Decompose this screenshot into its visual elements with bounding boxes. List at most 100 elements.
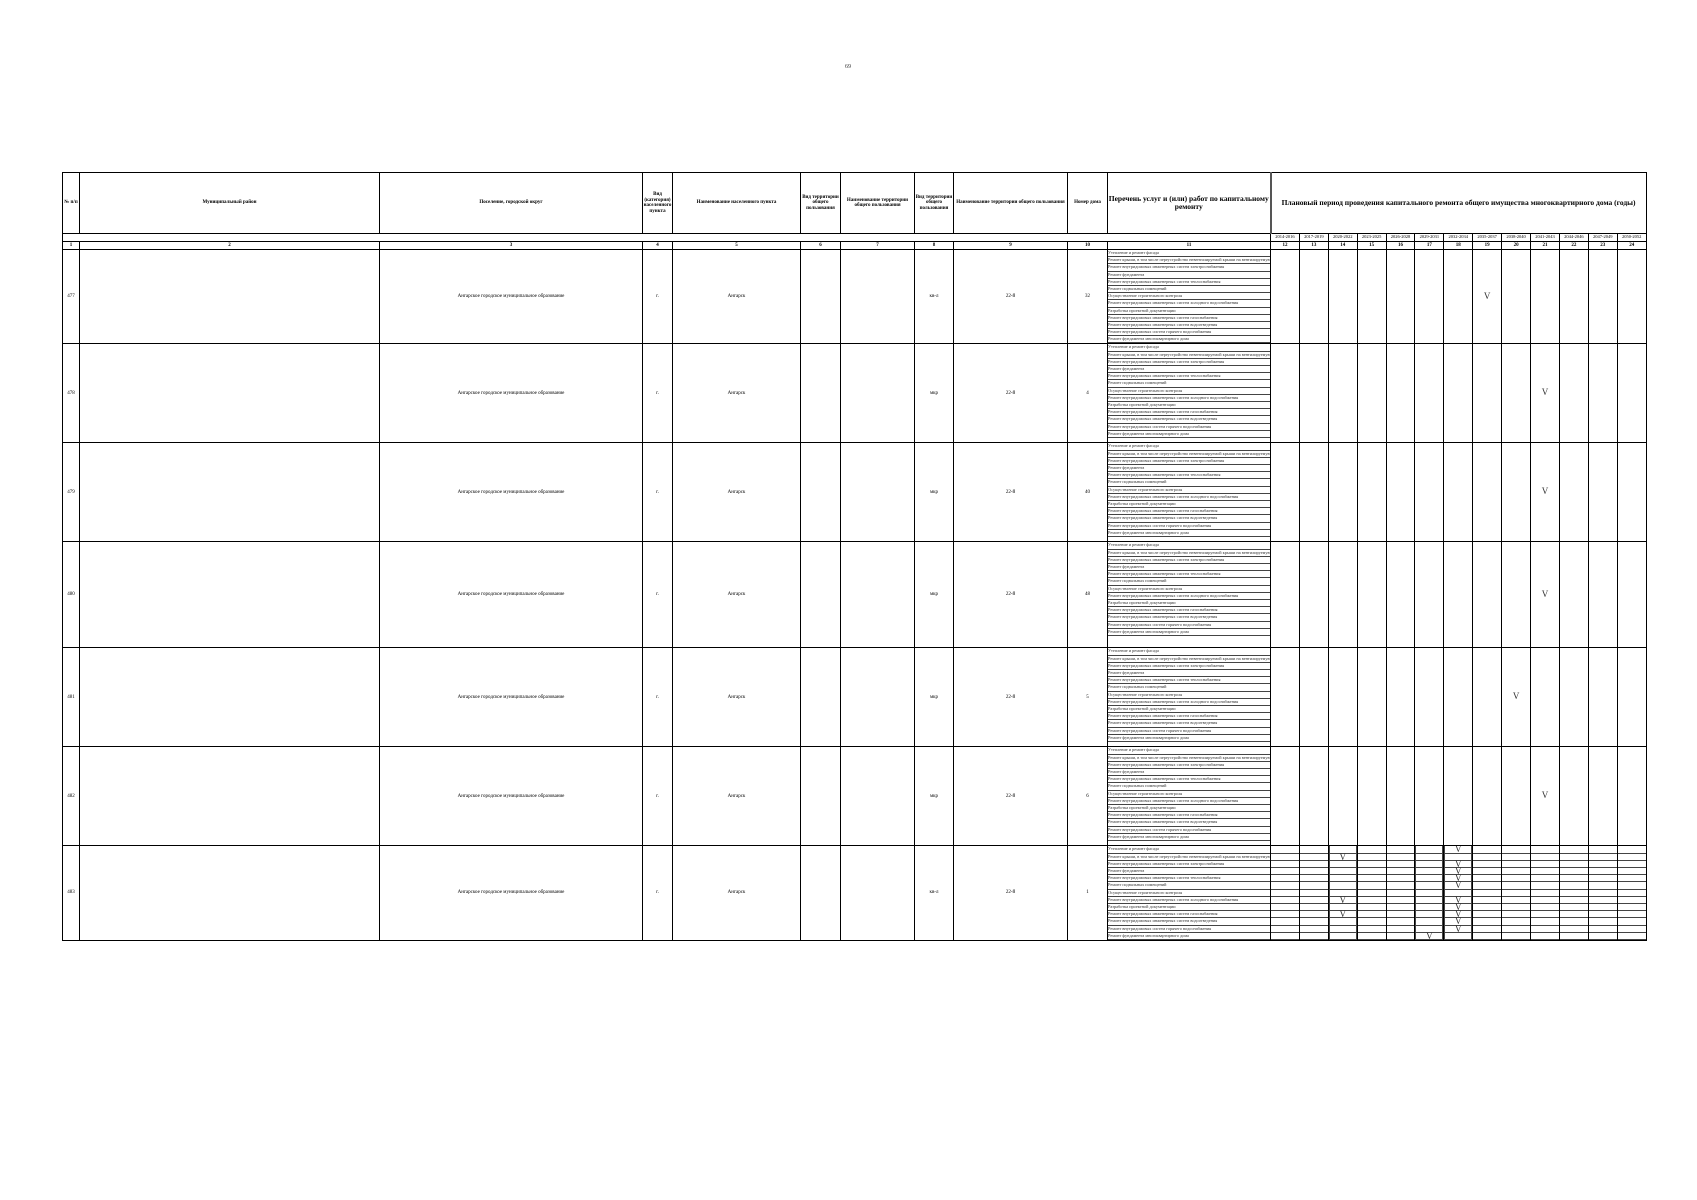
period-cell <box>1270 541 1300 649</box>
cell-house: 1 <box>1067 845 1108 941</box>
period-subcell <box>1387 890 1414 897</box>
work-item: Ремонт внутридомовых систем горячего вод… <box>1108 329 1270 337</box>
period-subcell <box>1502 882 1530 890</box>
period-subcell <box>1358 875 1386 883</box>
work-item: Ремонт фундамента многоквартирного дома <box>1108 336 1270 343</box>
work-item: Утепление и ремонт фасада <box>1108 649 1270 656</box>
column-number: 16 <box>1385 241 1416 250</box>
period-subcell <box>1300 875 1328 883</box>
period-subcell <box>1358 868 1386 876</box>
check-mark: V <box>1541 387 1549 398</box>
column-number: 24 <box>1616 241 1647 250</box>
period-subcell <box>1618 854 1646 861</box>
period-subcell <box>1415 925 1443 933</box>
check-mark: V <box>1455 858 1462 869</box>
header-locality-name: Наименование населенного пункта <box>672 172 801 234</box>
period-subcell <box>1618 897 1646 904</box>
year-range-header: 2050-2052 <box>1616 233 1647 242</box>
check-mark: V <box>1426 930 1433 941</box>
period-subcell <box>1271 875 1299 883</box>
year-range-header: 2029-2031 <box>1414 233 1445 242</box>
period-subcell <box>1618 918 1646 926</box>
check-mark: V <box>1512 691 1520 702</box>
work-item: Ремонт фундамента многоквартирного дома <box>1108 629 1270 636</box>
header-period: Плановый период проведения капитального … <box>1269 172 1647 234</box>
period-subcell <box>1531 868 1559 876</box>
work-item: Ремонт внутридомовых инженерных систем х… <box>1108 897 1270 904</box>
work-item: Ремонт внутридомовых инженерных систем х… <box>1108 798 1270 805</box>
period-cell <box>1558 746 1589 847</box>
period-subcell <box>1300 911 1328 919</box>
period-cell <box>1356 343 1387 444</box>
period-subcell <box>1271 868 1299 876</box>
column-number: 8 <box>914 241 954 250</box>
column-number: 18 <box>1443 241 1474 250</box>
cell-settlement: Ангарское городское муниципальное образо… <box>379 647 643 748</box>
header-territory-type-1: Вид территории общего пользования <box>800 172 841 234</box>
work-item: Ремонт внутридомовых инженерных систем х… <box>1108 699 1270 706</box>
cell-territory-type-1 <box>800 442 841 543</box>
period-subcell <box>1531 861 1559 868</box>
period-cell <box>1327 541 1358 649</box>
work-item: Утепление и ремонт фасада <box>1108 251 1270 258</box>
period-subcell <box>1415 911 1443 919</box>
period-subcell <box>1271 861 1299 868</box>
cell-territory-name-2: 22-й <box>953 442 1068 543</box>
period-subcell <box>1502 904 1530 912</box>
period-subcell <box>1589 918 1617 926</box>
cell-locality-name: Ангарск <box>672 442 801 543</box>
period-cell <box>1414 442 1445 543</box>
cell-district <box>79 647 380 748</box>
period-cell <box>1414 541 1445 649</box>
year-range-header: 2020-2022 <box>1327 233 1358 242</box>
work-item: Ремонт внутридомовых инженерных систем х… <box>1108 494 1270 501</box>
check-mark: V <box>1541 588 1549 599</box>
column-number: 20 <box>1501 241 1532 250</box>
period-subcell <box>1300 854 1328 861</box>
period-subcell <box>1387 918 1414 926</box>
check-mark: V <box>1455 880 1462 891</box>
work-item: Ремонт подвальных помещений <box>1108 380 1270 388</box>
period-cell: V <box>1530 541 1560 649</box>
period-subcell <box>1387 911 1414 919</box>
cell-territory-type-1 <box>800 248 841 345</box>
cell-territory-name-2: 22-й <box>953 746 1068 847</box>
cell-territory-type-2: мкр <box>914 442 954 543</box>
work-item: Разработка проектной документации <box>1108 308 1270 315</box>
period-subcell <box>1358 897 1386 904</box>
work-item: Ремонт внутридомовых инженерных систем э… <box>1108 861 1270 868</box>
period-subcell <box>1589 926 1617 933</box>
work-item: Разработка проектной документации <box>1108 402 1270 410</box>
period-subcell <box>1560 933 1588 940</box>
period-subcell <box>1502 868 1530 876</box>
cell-territory-name-2: 22-й <box>953 541 1068 649</box>
period-cell <box>1472 647 1503 748</box>
period-subcell <box>1300 890 1328 897</box>
column-number: 12 <box>1270 241 1300 250</box>
work-item: Ремонт внутридомовых инженерных систем г… <box>1108 409 1270 417</box>
period-subcell <box>1589 911 1617 919</box>
period-subcell <box>1589 861 1617 868</box>
check-mark: V <box>1339 851 1346 862</box>
period-subcell <box>1387 854 1414 861</box>
cell-territory-type-2: мкр <box>914 541 954 649</box>
work-item: Ремонт внутридомовых инженерных систем в… <box>1108 322 1270 330</box>
period-cell <box>1443 746 1474 847</box>
period-subcell <box>1329 918 1357 926</box>
work-item: Ремонт внутридомовых инженерных систем т… <box>1108 776 1270 784</box>
year-range-header: 2017-2019 <box>1298 233 1329 242</box>
period-subcell: V <box>1415 930 1443 941</box>
period-cell <box>1501 541 1532 649</box>
work-item: Ремонт крыши, в том числе переустройство… <box>1108 352 1270 359</box>
period-subcell <box>1589 904 1617 912</box>
period-cell <box>1356 248 1387 345</box>
period-subcell <box>1329 875 1357 883</box>
header-territory-type-2: Вид территории общего пользования <box>914 172 954 234</box>
table-row: 478 Ангарское городское муниципальное обр… <box>62 343 1647 444</box>
period-subcell <box>1560 861 1588 868</box>
period-subcell <box>1502 861 1530 868</box>
period-cell <box>1472 442 1503 543</box>
cell-territory-name-2: 22-й <box>953 343 1068 444</box>
